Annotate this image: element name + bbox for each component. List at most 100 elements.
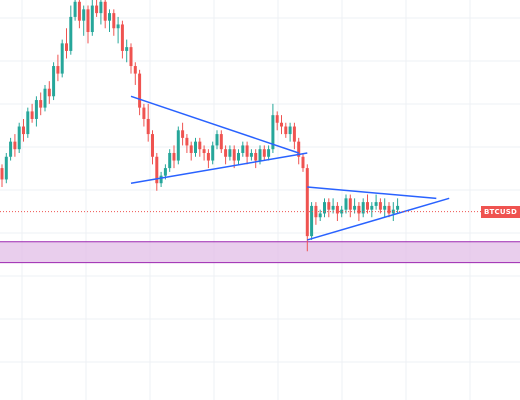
candle-body bbox=[292, 126, 296, 142]
candle-body bbox=[258, 149, 262, 161]
candle-body bbox=[73, 1, 77, 17]
candle-body bbox=[47, 88, 51, 97]
candle-body bbox=[348, 198, 352, 210]
candle-body bbox=[69, 16, 73, 51]
candle bbox=[172, 145, 176, 169]
candle-body bbox=[172, 152, 176, 161]
candle-body bbox=[310, 205, 314, 237]
candle-body bbox=[39, 100, 43, 108]
candle bbox=[340, 205, 344, 218]
candle bbox=[215, 130, 219, 150]
candle-body bbox=[0, 168, 4, 180]
candle bbox=[34, 96, 38, 127]
candle-body bbox=[17, 126, 21, 150]
candle bbox=[116, 16, 120, 44]
candle-body bbox=[181, 130, 185, 138]
trendline bbox=[307, 197, 450, 241]
symbol-price-tag: BTCUSD bbox=[481, 205, 520, 218]
candle bbox=[288, 122, 292, 142]
candle bbox=[370, 202, 374, 218]
candle-body bbox=[163, 168, 167, 176]
candle bbox=[387, 202, 391, 218]
candle bbox=[176, 126, 180, 165]
candle-body bbox=[95, 5, 99, 14]
candle bbox=[249, 149, 253, 161]
candle-body bbox=[108, 13, 111, 21]
candle bbox=[348, 194, 352, 218]
candle bbox=[318, 209, 322, 222]
candle bbox=[219, 130, 223, 153]
candle bbox=[383, 198, 387, 218]
candle-body bbox=[357, 205, 361, 214]
candle-body bbox=[284, 126, 288, 135]
candle-body bbox=[211, 145, 215, 161]
candle bbox=[90, 0, 94, 36]
candle-body bbox=[90, 5, 94, 33]
candle bbox=[198, 137, 202, 157]
candle bbox=[280, 115, 283, 135]
candle bbox=[0, 164, 4, 187]
candle-body bbox=[254, 152, 258, 161]
candle bbox=[129, 43, 133, 74]
candle-body bbox=[99, 1, 103, 14]
candle-body bbox=[228, 149, 232, 157]
candle bbox=[314, 202, 318, 225]
candle-body bbox=[142, 107, 146, 119]
candle-body bbox=[271, 115, 275, 150]
candle-body bbox=[301, 156, 305, 169]
candle-body bbox=[344, 198, 348, 210]
candle-body bbox=[383, 205, 387, 210]
candle bbox=[30, 103, 34, 123]
candle-body bbox=[288, 126, 292, 135]
candle-body bbox=[396, 205, 400, 210]
candle bbox=[297, 137, 301, 165]
candle bbox=[65, 28, 68, 59]
candle bbox=[211, 141, 215, 165]
candle bbox=[374, 194, 378, 210]
candle bbox=[181, 122, 185, 146]
candle bbox=[396, 198, 400, 214]
candle bbox=[69, 5, 73, 55]
candle-body bbox=[125, 47, 129, 51]
candle bbox=[13, 134, 17, 157]
candle-body bbox=[275, 115, 279, 123]
candle bbox=[310, 202, 314, 240]
candle bbox=[4, 152, 8, 184]
candle bbox=[120, 20, 124, 59]
candle bbox=[155, 152, 159, 191]
candle bbox=[22, 118, 25, 142]
candle-body bbox=[52, 66, 56, 97]
candle bbox=[284, 122, 288, 138]
candle-body bbox=[374, 202, 378, 206]
candle bbox=[292, 122, 296, 150]
candle-body bbox=[86, 9, 90, 33]
candle-body bbox=[335, 205, 339, 214]
candle bbox=[39, 92, 43, 116]
candle bbox=[241, 141, 245, 157]
candle-body bbox=[13, 141, 17, 150]
candle bbox=[168, 149, 172, 172]
candle-body bbox=[189, 145, 193, 153]
candle-body bbox=[60, 43, 64, 74]
candle bbox=[323, 198, 326, 218]
candle bbox=[99, 0, 103, 25]
candle-body bbox=[219, 134, 223, 150]
candle-body bbox=[129, 47, 133, 67]
candle bbox=[95, 0, 99, 17]
candle bbox=[9, 137, 13, 161]
trendline bbox=[130, 152, 308, 184]
candle bbox=[189, 141, 193, 161]
support-zone-fill bbox=[0, 241, 520, 263]
candle bbox=[43, 84, 47, 112]
candle-body bbox=[370, 205, 374, 210]
candle-body bbox=[138, 73, 142, 108]
candle-body bbox=[30, 111, 34, 119]
candle-body bbox=[159, 175, 163, 184]
candle bbox=[267, 145, 271, 161]
candle-body bbox=[103, 1, 107, 21]
candle bbox=[232, 145, 236, 169]
candle-body bbox=[224, 149, 228, 157]
candle-body bbox=[262, 149, 266, 157]
